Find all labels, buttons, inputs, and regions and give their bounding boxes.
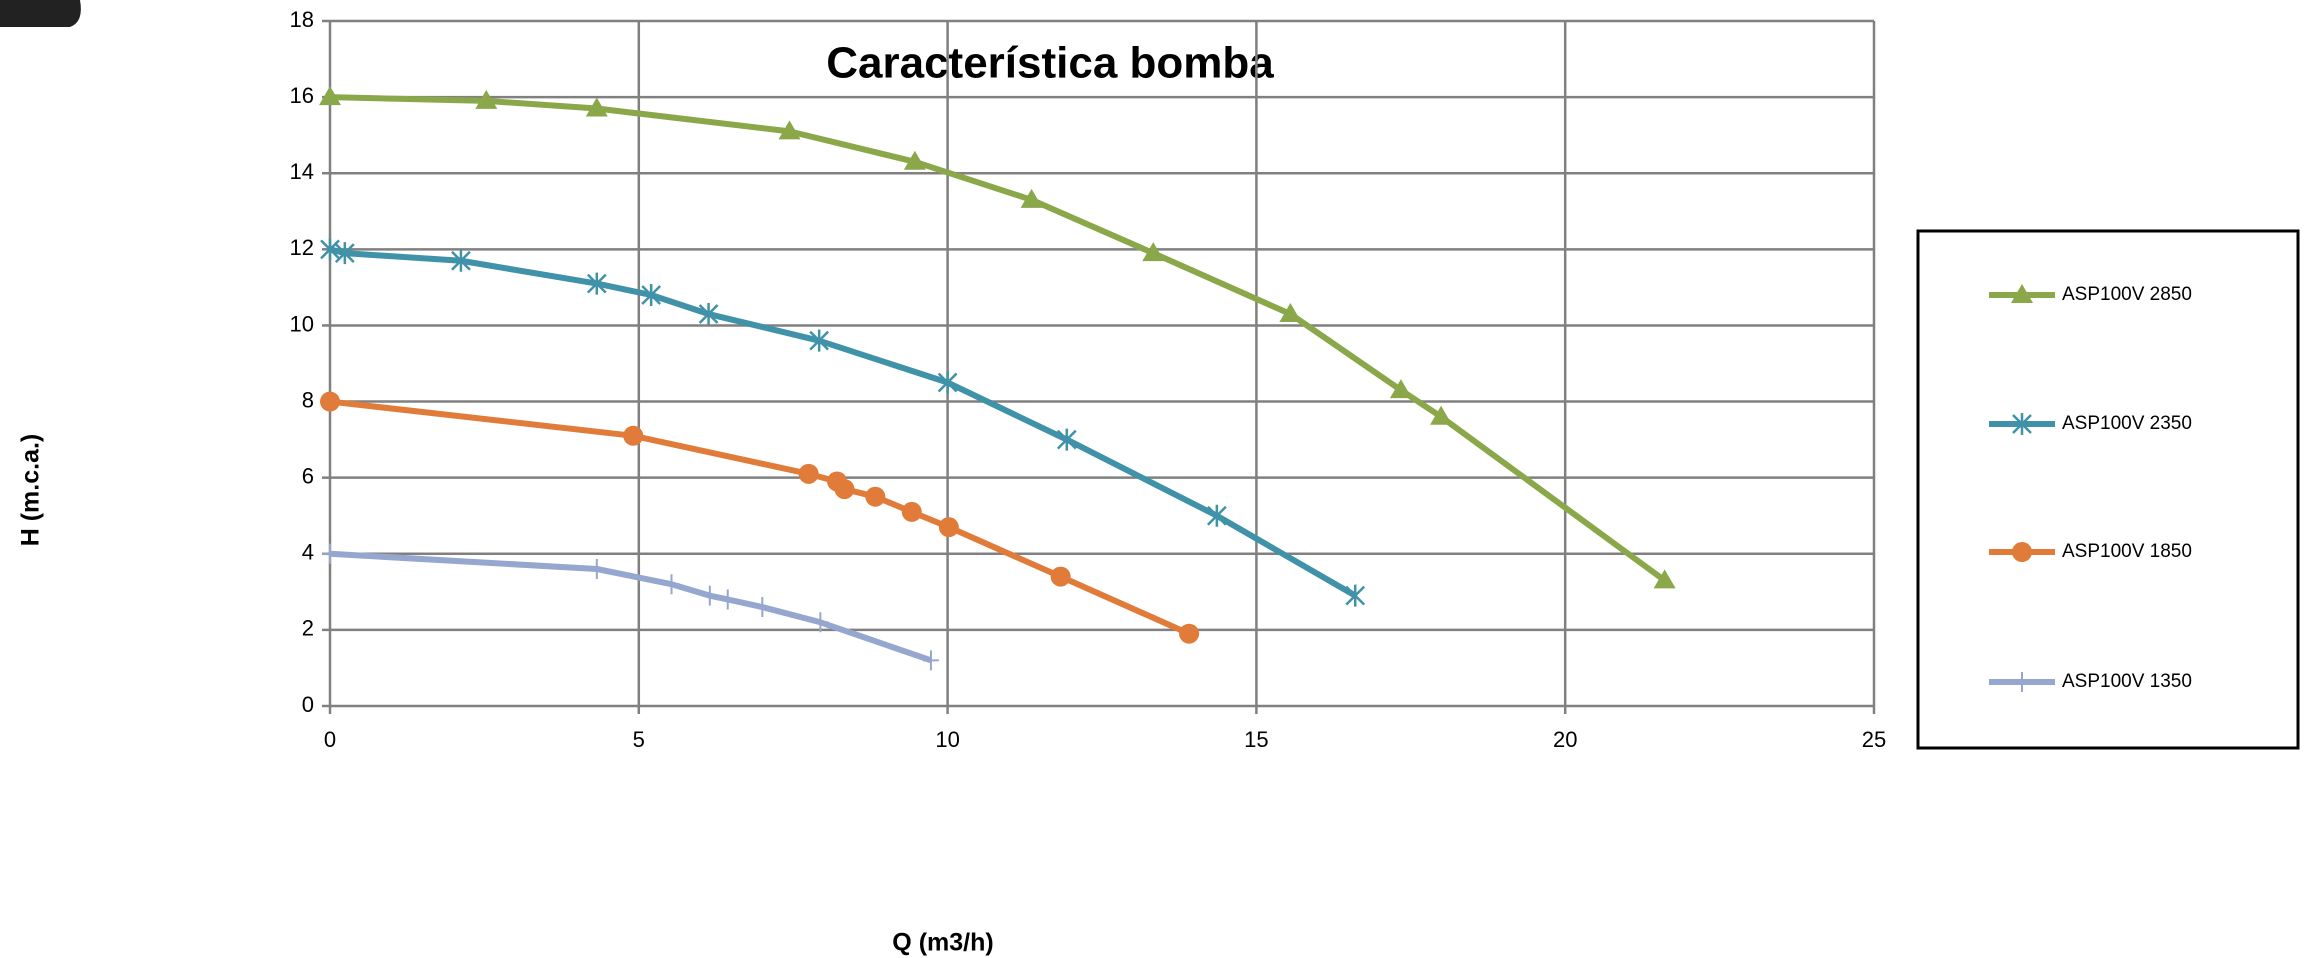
y-tick-label: 18 bbox=[290, 7, 314, 32]
legend-label: ASP100V 1850 bbox=[2062, 541, 2192, 562]
data-point bbox=[663, 574, 680, 595]
data-point bbox=[865, 486, 886, 507]
x-axis-label: Q (m3/h) bbox=[892, 929, 993, 957]
y-tick-label: 8 bbox=[302, 387, 314, 412]
data-point bbox=[798, 463, 819, 484]
series-line bbox=[329, 398, 1191, 637]
legend-marker bbox=[2011, 284, 2033, 303]
product-image-fragment bbox=[0, 0, 81, 27]
y-tick-label: 12 bbox=[290, 235, 314, 260]
x-tick-label: 15 bbox=[1244, 727, 1268, 752]
data-point bbox=[698, 303, 719, 326]
y-tick-label: 4 bbox=[302, 540, 314, 565]
data-point bbox=[1056, 428, 1077, 451]
x-tick-label: 10 bbox=[935, 727, 959, 752]
data-point bbox=[754, 597, 771, 618]
y-tick-label: 0 bbox=[302, 692, 314, 717]
data-point bbox=[588, 559, 605, 579]
data-point bbox=[938, 517, 959, 538]
legend-marker bbox=[2012, 413, 2032, 435]
data-point bbox=[1020, 188, 1043, 208]
data-point bbox=[1430, 405, 1453, 425]
y-axis-label: H (m.c.a.) bbox=[17, 434, 45, 547]
x-tick-label: 20 bbox=[1553, 727, 1577, 752]
data-point bbox=[903, 150, 926, 170]
data-point bbox=[1279, 303, 1302, 323]
legend-marker bbox=[2014, 672, 2030, 692]
data-point bbox=[1179, 623, 1200, 644]
data-point bbox=[475, 89, 498, 109]
data-point bbox=[778, 120, 801, 140]
y-tick-label: 2 bbox=[302, 616, 314, 641]
data-point bbox=[1345, 584, 1366, 607]
data-point bbox=[701, 585, 718, 606]
x-tick-label: 25 bbox=[1862, 727, 1886, 752]
x-tick-label: 0 bbox=[324, 727, 336, 752]
series-line bbox=[329, 94, 1667, 583]
data-point bbox=[451, 249, 471, 272]
data-point bbox=[641, 284, 662, 306]
data-point bbox=[322, 543, 338, 564]
chart-title: Característica bomba bbox=[826, 39, 1274, 88]
data-point bbox=[1050, 566, 1071, 587]
data-point bbox=[586, 272, 607, 295]
data-point bbox=[320, 238, 340, 261]
legend-label: ASP100V 2850 bbox=[2062, 284, 2192, 305]
y-tick-label: 6 bbox=[302, 463, 314, 488]
series-line bbox=[329, 550, 932, 664]
legend-label: ASP100V 1350 bbox=[2062, 671, 2192, 692]
data-point bbox=[809, 329, 830, 352]
data-point bbox=[1653, 569, 1676, 589]
data-point bbox=[901, 501, 922, 522]
data-point bbox=[623, 425, 644, 446]
data-point bbox=[320, 391, 340, 412]
data-point bbox=[1206, 504, 1227, 527]
data-point bbox=[922, 650, 939, 671]
legend-marker bbox=[2012, 542, 2032, 562]
series-line bbox=[329, 246, 1357, 599]
y-tick-label: 10 bbox=[290, 311, 314, 336]
data-point bbox=[1389, 379, 1412, 399]
y-tick-label: 16 bbox=[290, 83, 314, 108]
data-point bbox=[1142, 242, 1165, 262]
x-tick-label: 5 bbox=[633, 727, 645, 752]
data-point bbox=[319, 86, 341, 106]
legend-box bbox=[1916, 229, 2300, 750]
data-point bbox=[719, 589, 736, 610]
y-tick-label: 14 bbox=[290, 159, 314, 184]
legend-label: ASP100V 2350 bbox=[2062, 413, 2192, 434]
data-point bbox=[334, 242, 355, 265]
data-point bbox=[937, 371, 958, 394]
data-point bbox=[812, 612, 829, 633]
data-point bbox=[585, 97, 608, 117]
data-point bbox=[834, 479, 855, 500]
